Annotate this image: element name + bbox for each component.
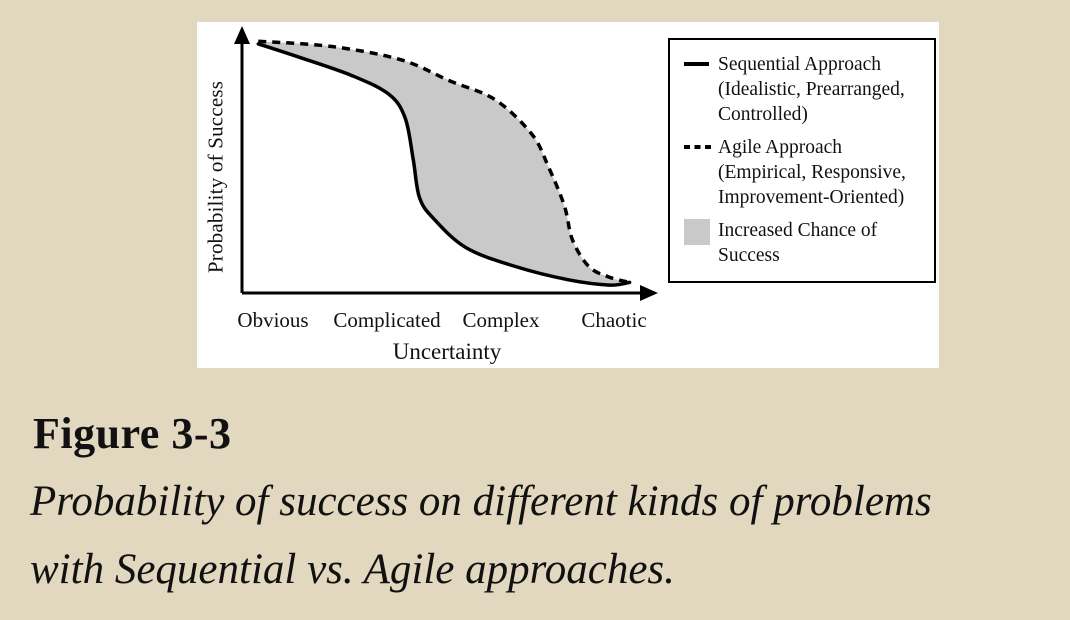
legend-increased-line1: Increased Chance of bbox=[718, 220, 878, 241]
legend-increased-line2: Success bbox=[718, 245, 780, 266]
legend-entry-increased-chance: Increased Chance of Success bbox=[684, 218, 926, 268]
x-tick-complicated: Complicated bbox=[333, 308, 441, 332]
gray-fill-swatch-icon bbox=[684, 219, 710, 245]
agile-curve bbox=[258, 39, 631, 285]
chart-panel: Probability of Success Obvious Complicat… bbox=[197, 22, 939, 368]
y-axis-label: Probability of Success bbox=[203, 80, 228, 274]
legend-entry-sequential: Sequential Approach (Idealistic, Prearra… bbox=[684, 52, 926, 127]
legend-agile-line2: (Empirical, Responsive, bbox=[718, 162, 906, 183]
legend-sequential-line1: Sequential Approach bbox=[718, 54, 881, 75]
sequential-curve bbox=[256, 42, 632, 287]
legend-box: Sequential Approach (Idealistic, Prearra… bbox=[668, 38, 936, 283]
x-tick-complex: Complex bbox=[462, 308, 540, 332]
y-axis-arrow-icon bbox=[234, 26, 250, 44]
legend-sequential-line3: Controlled) bbox=[718, 104, 808, 125]
x-tick-chaotic: Chaotic bbox=[581, 308, 647, 332]
solid-line-swatch-icon bbox=[684, 62, 709, 66]
x-axis-arrow-icon bbox=[640, 285, 658, 301]
legend-entry-agile: Agile Approach (Empirical, Responsive, I… bbox=[684, 135, 926, 210]
figure-label: Figure 3-3 bbox=[33, 409, 232, 458]
x-axis-label: Uncertainty bbox=[392, 339, 502, 364]
chart-plot bbox=[234, 26, 658, 301]
legend-sequential-line2: (Idealistic, Prearranged, bbox=[718, 79, 905, 100]
increased-chance-region bbox=[258, 41, 630, 286]
legend-agile-line3: Improvement-Oriented) bbox=[718, 187, 905, 208]
dashed-line-swatch-icon bbox=[684, 145, 714, 149]
figure-caption-line1: Probability of success on different kind… bbox=[30, 478, 932, 525]
figure-caption-line2: with Sequential vs. Agile approaches. bbox=[30, 546, 675, 593]
x-tick-obvious: Obvious bbox=[237, 308, 309, 332]
legend-agile-line1: Agile Approach bbox=[718, 137, 843, 158]
